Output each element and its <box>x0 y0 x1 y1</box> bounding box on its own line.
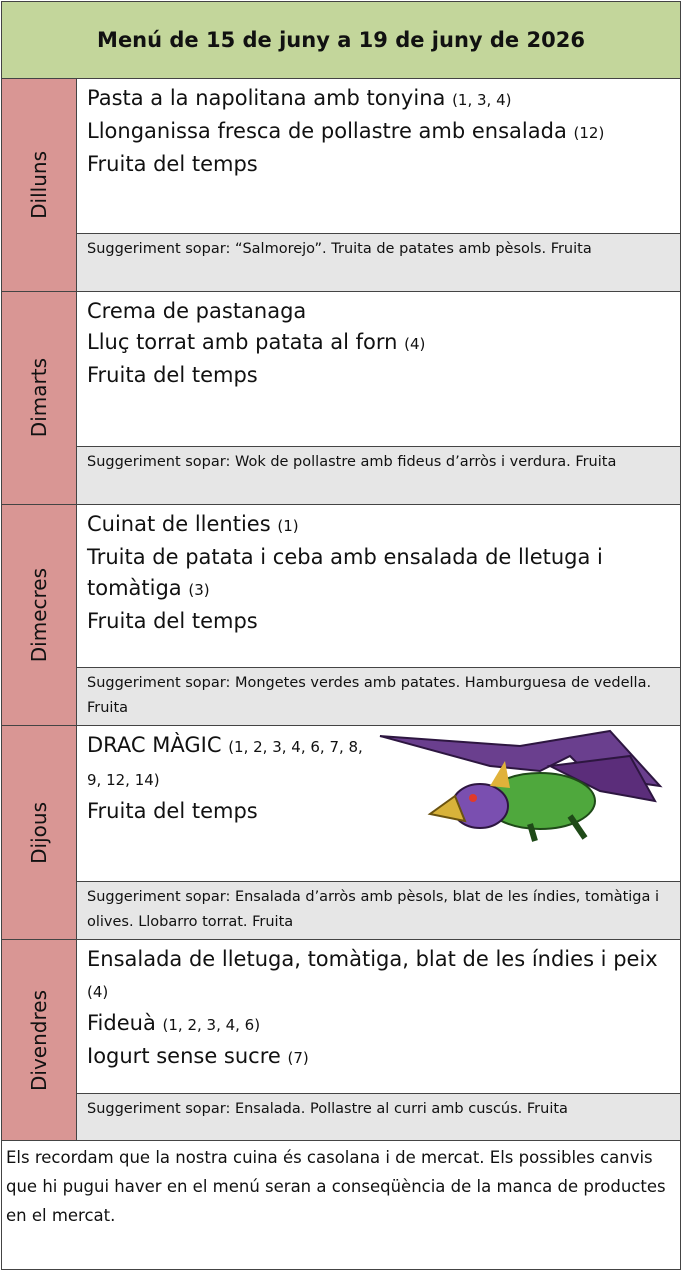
day-content: Pasta a la napolitana amb tonyina (1, 3,… <box>77 79 680 291</box>
dish-allergens: (7) <box>287 1049 309 1067</box>
dish: DRAC MÀGIC (1, 2, 3, 4, 6, 7, 8, 9, 12, … <box>87 730 670 796</box>
dish-allergens: (3) <box>188 581 210 599</box>
dish-name: Cuinat de llenties <box>87 512 271 536</box>
dish-allergens: (12) <box>573 124 605 142</box>
dish: Iogurt sense sucre (7) <box>87 1041 670 1074</box>
day-content: Crema de pastanaga Lluç torrat amb patata… <box>77 292 680 504</box>
dish: Pasta a la napolitana amb tonyina (1, 3,… <box>87 83 670 116</box>
day-row: Dimarts Crema de pastanaga Lluç torrat amb… <box>2 292 680 505</box>
dish-name: Fruita del temps <box>87 363 258 387</box>
day-content: Ensalada de lletuga, tomàtiga, blat de l… <box>77 940 680 1140</box>
day-row: Divendres Ensalada de lletuga, tomàtiga, … <box>2 940 680 1141</box>
dish-name: Fideuà <box>87 1011 156 1035</box>
dinner-suggestion: Suggeriment sopar: Ensalada d’arròs amb … <box>77 881 680 939</box>
days: Dilluns Pasta a la napolitana amb tonyina… <box>2 79 680 1141</box>
footer-note: Els recordam que la nostra cuina és caso… <box>6 1148 666 1225</box>
dish: Crema de pastanaga <box>87 296 670 327</box>
dish-allergens: (1, 2, 3, 4, 6) <box>162 1016 261 1034</box>
dish-name: Fruita del temps <box>87 799 258 823</box>
dish-list: Crema de pastanaga Lluç torrat amb patata… <box>77 292 680 446</box>
dish: Lluç torrat amb patata al forn (4) <box>87 327 670 360</box>
day-label: Divendres <box>27 989 51 1091</box>
dinner-suggestion: Suggeriment sopar: Ensalada. Pollastre a… <box>77 1093 680 1140</box>
dinner-suggestion: Suggeriment sopar: Wok de pollastre amb … <box>77 446 680 504</box>
dinner-suggestion: Suggeriment sopar: Mongetes verdes amb p… <box>77 667 680 725</box>
dish-name: Lluç torrat amb patata al forn <box>87 330 398 354</box>
day-label-cell: Divendres <box>2 940 77 1140</box>
day-label-cell: Dilluns <box>2 79 77 291</box>
dragon-image <box>379 729 663 842</box>
dish-name: Llonganissa fresca de pollastre amb ensa… <box>87 119 567 143</box>
dish: Fruita del temps <box>87 149 670 180</box>
dish-allergens: (1, 3, 4) <box>452 91 512 109</box>
day-content: Cuinat de llenties (1) Truita de patata i… <box>77 505 680 725</box>
day-row: Dijous DRAC MÀGIC (1, 2, 3, 4, 6, 7, 8, … <box>2 726 680 940</box>
day-label-cell: Dijous <box>2 726 77 939</box>
dinner-suggestion: Suggeriment sopar: “Salmorejo”. Truita d… <box>77 233 680 291</box>
day-row: Dilluns Pasta a la napolitana amb tonyina… <box>2 79 680 292</box>
dish-name: Crema de pastanaga <box>87 299 307 323</box>
dish: Llonganissa fresca de pollastre amb ensa… <box>87 116 670 149</box>
dish-name: Pasta a la napolitana amb tonyina <box>87 86 446 110</box>
dish-allergens: (1, 2, 3, 4, 6, 7, 8, 9, 12, 14) <box>87 738 363 789</box>
day-label-cell: Dimecres <box>2 505 77 725</box>
dish: Ensalada de lletuga, tomàtiga, blat de l… <box>87 944 670 1008</box>
dish: Fruita del temps <box>87 360 670 391</box>
dish-name: Iogurt sense sucre <box>87 1044 281 1068</box>
dish: Fideuà (1, 2, 3, 4, 6) <box>87 1008 670 1041</box>
dish-name: Fruita del temps <box>87 609 258 633</box>
dish-allergens: (4) <box>404 335 426 353</box>
menu-title: Menú de 15 de juny a 19 de juny de 2026 <box>2 2 680 79</box>
day-label: Dimarts <box>27 358 51 438</box>
dish: Truita de patata i ceba amb ensalada de … <box>87 542 670 606</box>
dish-list: DRAC MÀGIC (1, 2, 3, 4, 6, 7, 8, 9, 12, … <box>77 726 680 881</box>
day-label-cell: Dimarts <box>2 292 77 504</box>
dish-name: Truita de patata i ceba amb ensalada de … <box>87 545 603 600</box>
dish-allergens: (1) <box>277 517 299 535</box>
dish-list: Pasta a la napolitana amb tonyina (1, 3,… <box>77 79 680 233</box>
day-label: Dijous <box>27 801 51 864</box>
dish-name: Ensalada de lletuga, tomàtiga, blat de l… <box>87 947 658 971</box>
day-label: Dilluns <box>27 151 51 219</box>
day-label: Dimecres <box>27 567 51 663</box>
dish-name: Fruita del temps <box>87 152 258 176</box>
dish-list: Ensalada de lletuga, tomàtiga, blat de l… <box>77 940 680 1093</box>
dish: Fruita del temps <box>87 796 670 827</box>
day-row: Dimecres Cuinat de llenties (1) Truita de … <box>2 505 680 726</box>
day-content: DRAC MÀGIC (1, 2, 3, 4, 6, 7, 8, 9, 12, … <box>77 726 680 939</box>
dish: Cuinat de llenties (1) <box>87 509 670 542</box>
dish-allergens: (4) <box>87 983 109 1001</box>
dish-list: Cuinat de llenties (1) Truita de patata i… <box>77 505 680 667</box>
dish-name: DRAC MÀGIC <box>87 733 222 757</box>
dish: Fruita del temps <box>87 606 670 637</box>
